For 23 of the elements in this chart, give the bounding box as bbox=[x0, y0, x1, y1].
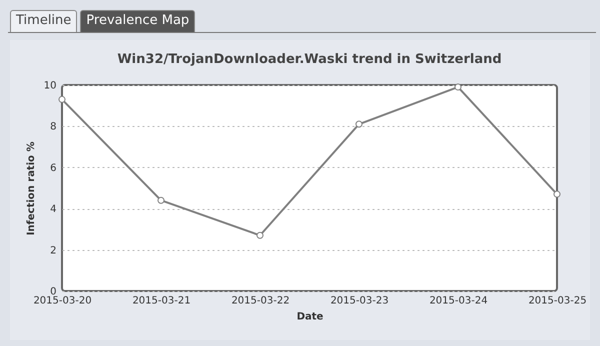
point bbox=[554, 190, 560, 198]
x-tick-label: 2015-03-22 bbox=[231, 296, 290, 306]
y-tick-label: 0 bbox=[50, 286, 56, 298]
y-tick-label: 2 bbox=[50, 245, 56, 256]
y-axis-title: Infection ratio % bbox=[26, 142, 37, 236]
point bbox=[454, 84, 462, 91]
x-axis-title: Date bbox=[296, 312, 324, 322]
y-tick-label: 6 bbox=[50, 162, 56, 174]
point bbox=[356, 120, 362, 128]
x-tick-label: 2015-03-20 bbox=[33, 296, 92, 306]
x-tick-label: 2015-03-23 bbox=[330, 296, 389, 306]
chart-title: Win32/TrojanDownloader.Waski trend in Switzerland bbox=[117, 52, 502, 67]
x-tick-label: 2015-03-21 bbox=[132, 296, 191, 306]
x-tick-label: 2015-03-25 bbox=[528, 296, 587, 306]
point bbox=[256, 232, 264, 239]
y-tick-label: 4 bbox=[50, 204, 56, 216]
point bbox=[58, 96, 66, 103]
tab: Prevalence Map bbox=[80, 10, 196, 32]
x-tick-label: 2015-03-24 bbox=[429, 296, 488, 306]
point bbox=[158, 196, 164, 204]
tab: Timeline bbox=[10, 10, 78, 32]
y-tick-label: 10 bbox=[44, 80, 56, 92]
y-tick-label: 8 bbox=[50, 122, 56, 133]
